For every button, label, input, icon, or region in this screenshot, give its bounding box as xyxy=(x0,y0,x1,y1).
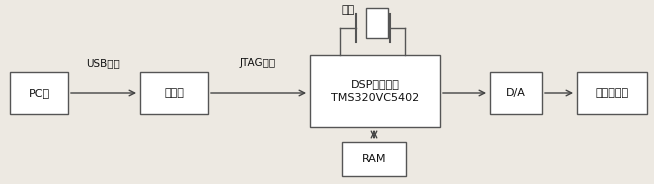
Text: 仿真器: 仿真器 xyxy=(164,88,184,98)
Bar xyxy=(577,72,647,114)
Bar xyxy=(342,142,406,176)
Bar xyxy=(140,72,208,114)
Bar xyxy=(310,55,440,127)
Text: RAM: RAM xyxy=(362,154,387,164)
Text: JTAG接口: JTAG接口 xyxy=(240,58,276,68)
Text: 输出正弦波: 输出正弦波 xyxy=(595,88,628,98)
Text: DSP微控制器
TMS320VC5402: DSP微控制器 TMS320VC5402 xyxy=(331,79,419,103)
Text: 晶振: 晶振 xyxy=(341,5,354,15)
Text: USB接口: USB接口 xyxy=(86,58,120,68)
Bar xyxy=(490,72,542,114)
Bar xyxy=(366,8,388,38)
Text: PC机: PC机 xyxy=(28,88,50,98)
Text: D/A: D/A xyxy=(506,88,526,98)
Bar xyxy=(10,72,68,114)
